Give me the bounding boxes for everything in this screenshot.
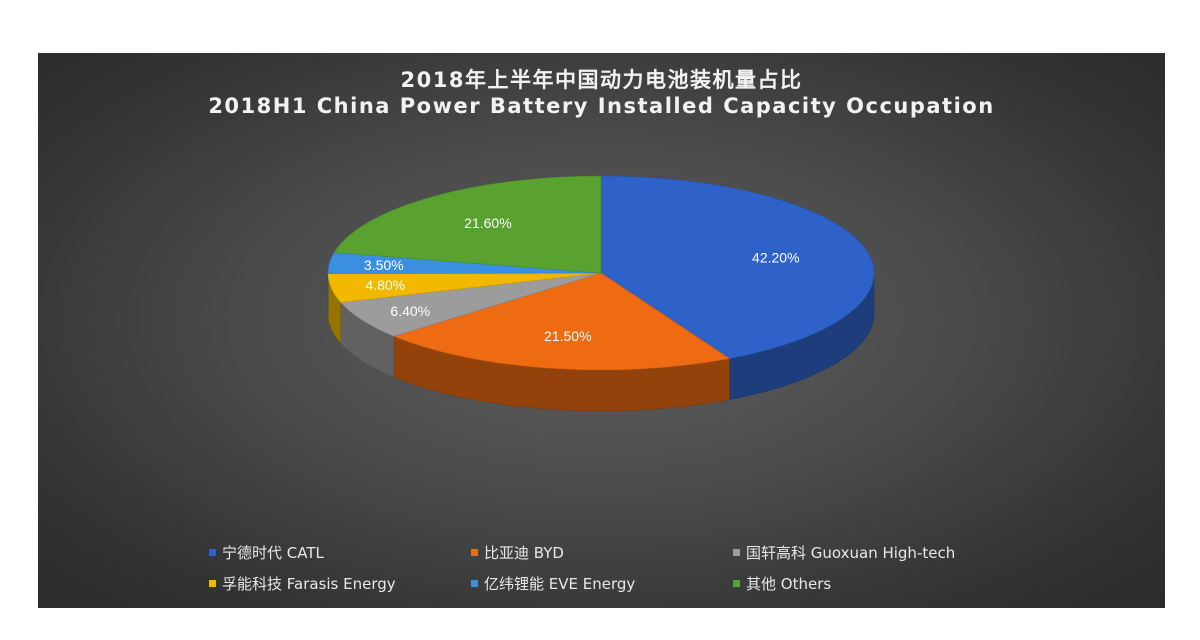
legend-swatch-3 <box>209 580 216 587</box>
legend-label-3: 孚能科技 Farasis Energy <box>222 575 396 593</box>
legend-swatch-0 <box>209 549 216 556</box>
data-label-3: 4.80% <box>365 277 405 293</box>
pie-chart: 42.20% 21.50% 6.40% 4.80% 3.50% 21.60% <box>327 175 875 412</box>
legend-item-1: 比亚迪 BYD <box>471 542 564 563</box>
legend-swatch-4 <box>471 580 478 587</box>
pie-slice-1 <box>393 272 731 371</box>
chart-legend: 宁德时代 CATL 比亚迪 BYD 国轩高科 Guoxuan High-tech 孚能… <box>38 542 1165 602</box>
legend-label-1: 比亚迪 BYD <box>484 544 564 562</box>
data-label-2: 6.40% <box>390 303 430 319</box>
legend-label-5: 其他 Others <box>746 575 832 593</box>
pie-slice-0 <box>600 175 875 359</box>
legend-item-2: 国轩高科 Guoxuan High-tech <box>733 542 955 563</box>
legend-item-4: 亿纬锂能 EVE Energy <box>471 573 635 594</box>
legend-item-0: 宁德时代 CATL <box>209 542 324 563</box>
data-label-1: 21.50% <box>544 328 591 344</box>
data-label-5: 21.60% <box>464 215 511 231</box>
data-label-0: 42.20% <box>752 249 799 265</box>
legend-label-4: 亿纬锂能 EVE Energy <box>484 575 636 593</box>
chart-title: 2018年上半年中国动力电池装机量占比 <box>400 68 803 92</box>
legend-swatch-1 <box>471 549 478 556</box>
legend-swatch-5 <box>733 580 740 587</box>
data-label-4: 3.50% <box>364 257 404 273</box>
chart-subtitle: 2018H1 China Power Battery Installed Cap… <box>208 94 995 118</box>
legend-item-3: 孚能科技 Farasis Energy <box>209 573 396 594</box>
legend-label-0: 宁德时代 CATL <box>222 544 324 562</box>
chart-panel: 2018年上半年中国动力电池装机量占比 2018H1 China Power B… <box>38 53 1165 608</box>
pie-slice-5 <box>333 175 602 274</box>
legend-item-5: 其他 Others <box>733 573 831 594</box>
legend-label-2: 国轩高科 Guoxuan High-tech <box>746 544 956 562</box>
legend-swatch-2 <box>733 549 740 556</box>
